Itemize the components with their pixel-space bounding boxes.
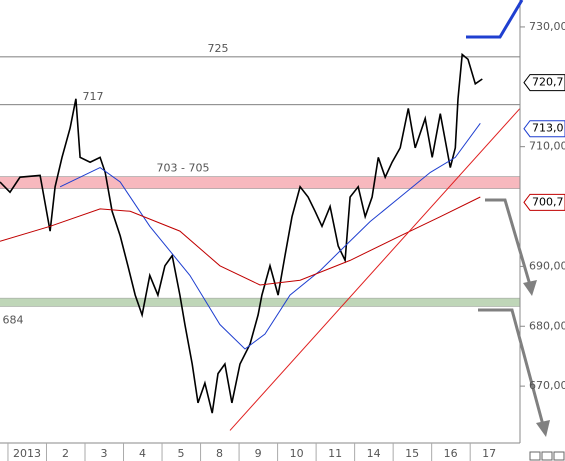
series-line bbox=[229, 108, 521, 431]
arrow-head bbox=[523, 280, 537, 296]
series-line bbox=[59, 123, 481, 350]
x-tick-label: 15 bbox=[405, 447, 419, 460]
toolbar-icons[interactable] bbox=[529, 451, 565, 461]
x-tick-label: 14 bbox=[367, 447, 381, 460]
x-tick-label: 9 bbox=[255, 447, 262, 460]
band bbox=[0, 176, 520, 189]
price-badge bbox=[523, 74, 565, 92]
x-tick-label: 2 bbox=[62, 447, 69, 460]
icon[interactable] bbox=[529, 451, 541, 461]
x-tick-label: 2013 bbox=[13, 447, 41, 460]
y-tick-label: 670,00 bbox=[529, 379, 565, 392]
series-line bbox=[0, 196, 481, 286]
icon[interactable] bbox=[541, 451, 553, 461]
x-tick-label: 4 bbox=[139, 447, 146, 460]
forecast-line bbox=[466, 0, 524, 39]
price-badge bbox=[523, 120, 565, 138]
arrow-head bbox=[536, 420, 550, 437]
band-label: 703 - 705 bbox=[157, 162, 210, 175]
badge-label: 700,7 bbox=[532, 195, 564, 208]
band-label: 684 bbox=[3, 314, 24, 327]
x-tick-label: 17 bbox=[482, 447, 496, 460]
x-tick-label: 3 bbox=[101, 447, 108, 460]
y-tick-label: 730,00 bbox=[529, 20, 565, 33]
forecast-arrow bbox=[485, 198, 532, 286]
y-tick-label: 710,00 bbox=[529, 140, 565, 153]
icon[interactable] bbox=[553, 451, 565, 461]
x-tick-label: 5 bbox=[178, 447, 185, 460]
badge-label: 713,0 bbox=[532, 122, 564, 135]
x-tick-label: 11 bbox=[328, 447, 342, 460]
forecast-arrow bbox=[478, 308, 545, 426]
level-label: 717 bbox=[83, 90, 104, 103]
badge-label: 720,7 bbox=[532, 76, 564, 89]
x-tick-label: 16 bbox=[444, 447, 458, 460]
x-tick-label: 8 bbox=[216, 447, 223, 460]
y-tick-label: 690,00 bbox=[529, 259, 565, 272]
level-label: 725 bbox=[208, 42, 229, 55]
plot-area: 703 - 705 684 725 717 bbox=[0, 42, 521, 431]
price-badge bbox=[523, 193, 565, 211]
x-tick-label: 10 bbox=[290, 447, 304, 460]
y-tick-label: 680,00 bbox=[529, 319, 565, 332]
series-line bbox=[0, 52, 483, 414]
